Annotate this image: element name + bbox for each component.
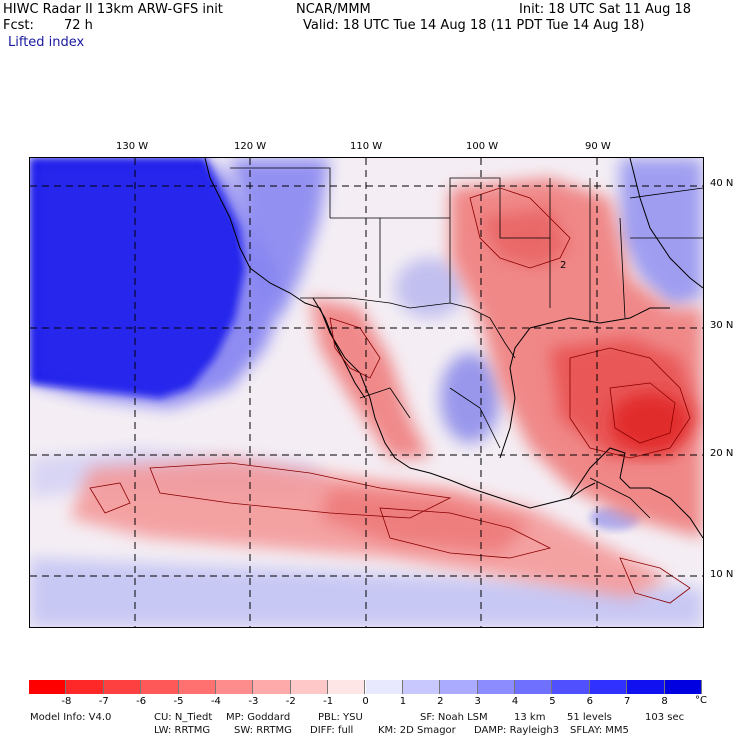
colorbar-tick-label: 3 [474, 696, 481, 707]
init-time: Init: 18 UTC Sat 11 Aug 18 [519, 2, 692, 17]
microphysics-scheme: MP: Goddard [226, 712, 291, 723]
contour-7 [619, 557, 691, 604]
vertical-levels: 51 levels [567, 712, 612, 723]
colorbar-tick-label: -3 [248, 696, 259, 707]
lon-label-100w: 100 W [466, 141, 499, 152]
lon-label-120w: 120 W [234, 141, 267, 152]
state-border-al [619, 217, 626, 319]
colorbar-segment [328, 680, 366, 694]
colorbar-tick-label: 0 [362, 696, 369, 707]
contour-3 [609, 382, 676, 444]
longwave-scheme: LW: RRTMG [154, 725, 211, 736]
lon-label-110w: 110 W [350, 141, 383, 152]
lat-label-20n: 20 N [710, 448, 734, 459]
contour-label: 2 [560, 260, 566, 271]
colorbar-tick-label: 6 [586, 696, 594, 707]
colorbar-tick-label: -5 [173, 696, 184, 707]
colorbar-segment [103, 680, 142, 694]
colorbar-segment [664, 680, 702, 694]
colorbar-segment [29, 680, 67, 694]
forecast-hour-label: Fcst: [3, 18, 34, 33]
yucatan-coastline [569, 447, 703, 539]
lon-label-130w: 130 W [116, 141, 149, 152]
lat-label-40n: 40 N [710, 178, 734, 189]
contour-5 [379, 507, 552, 559]
colorbar-segment [215, 680, 254, 694]
mexican-plateau-stable [440, 353, 500, 443]
colorbar-tick-label: -1 [323, 696, 334, 707]
colorbar-tick-label: 2 [437, 696, 444, 707]
lat-lon-grid [30, 158, 703, 627]
colorbar-segment [290, 680, 329, 694]
surface-layer: SFLAY: MM5 [570, 725, 629, 736]
colorbar-tick-label: 7 [624, 696, 631, 707]
state-border-va [629, 187, 703, 199]
political-boundaries [230, 167, 703, 519]
colorbar-segment [627, 680, 665, 694]
map-canvas: 2 [30, 158, 703, 627]
coastlines [204, 158, 703, 539]
model-title: HIWC Radar II 13km ARW-GFS init [3, 2, 223, 17]
central-america-border [589, 477, 651, 519]
colorbar-segment [440, 680, 478, 694]
lon-label-90w: 90 W [585, 141, 611, 152]
lifted-index-map: 2 [29, 157, 704, 628]
lat-label-10n: 10 N [710, 569, 734, 580]
itcz-core [320, 488, 530, 553]
colorbar-segment [515, 680, 553, 694]
colorbar-tick-label: 4 [511, 696, 519, 707]
contour-1 [469, 187, 571, 269]
colorbar-tick-label: 8 [661, 696, 668, 707]
colorbar [29, 680, 702, 694]
eddy-coefficient: KM: 2D Smagor [378, 725, 456, 736]
peak-instability [610, 393, 690, 453]
timestep: 103 sec [645, 712, 685, 723]
colorbar-tick-label: 1 [399, 696, 407, 707]
lat-label-30n: 30 N [710, 320, 734, 331]
colorbar-segment [589, 680, 628, 694]
pacific-stable-halo [30, 158, 280, 408]
mexico-state-1 [359, 387, 411, 419]
pacific-coastline [204, 158, 596, 509]
colorbar-segment [66, 680, 104, 694]
pbl-scheme: PBL: YSU [318, 712, 363, 723]
field-name: Lifted index [8, 35, 85, 50]
damping-option: DAMP: Rayleigh3 [474, 725, 560, 736]
colorbar-tick-label: -7 [98, 696, 109, 707]
colorbar-segment [141, 680, 179, 694]
model-info: Model Info: V4.0 [30, 712, 112, 723]
institution: NCAR/MMM [296, 2, 371, 17]
state-border-tx-ok [449, 177, 550, 239]
colorbar-tick-label: -4 [210, 696, 221, 707]
contour-8 [89, 482, 131, 514]
atlantic-coastline [629, 158, 703, 289]
state-border-nv [230, 167, 331, 218]
california-stable-zone [230, 158, 330, 318]
colorbar-tick-label: -6 [136, 696, 147, 707]
contour-4 [149, 462, 452, 519]
contour-2 [569, 347, 691, 459]
colorbar-segment [253, 680, 291, 694]
gulf-coastline [499, 307, 670, 459]
colorbar-tick-label: -8 [61, 696, 72, 707]
lifted-index-contours [89, 187, 691, 604]
surface-scheme: SF: Noah LSM [420, 712, 488, 723]
colorbar-segment [178, 680, 216, 694]
colorbar-segment [477, 680, 516, 694]
valid-time: Valid: 18 UTC Tue 14 Aug 18 (11 PDT Tue … [303, 18, 645, 33]
colorbar-unit: °C [695, 695, 707, 706]
shortwave-scheme: SW: RRTMG [234, 725, 292, 736]
colorbar-tick-label: -2 [285, 696, 296, 707]
colorbar-tick-label: 5 [549, 696, 556, 707]
baja-coastline [312, 297, 366, 399]
diffusion-option: DIFF: full [310, 725, 354, 736]
colorbar-segment [552, 680, 590, 694]
grid-resolution: 13 km [514, 712, 546, 723]
forecast-hour-value: 72 h [64, 18, 93, 33]
mexico-state-2 [449, 387, 501, 449]
cumulus-scheme: CU: N_Tiedt [154, 712, 213, 723]
colorbar-segment [365, 680, 403, 694]
colorbar-segment [402, 680, 441, 694]
